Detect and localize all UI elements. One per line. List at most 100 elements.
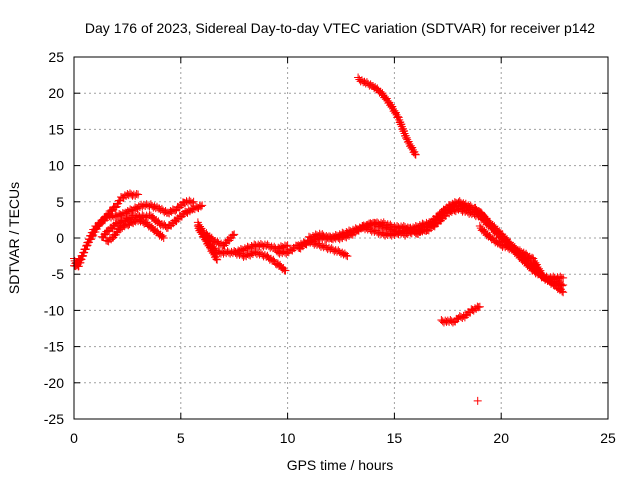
data-point xyxy=(134,190,143,199)
data-point xyxy=(480,212,489,221)
data-point xyxy=(281,266,290,275)
data-point xyxy=(276,260,285,269)
y-tick-label: -25 xyxy=(44,411,64,427)
x-tick-label: 25 xyxy=(600,430,616,446)
y-tick-label: 25 xyxy=(48,49,64,65)
data-point xyxy=(154,229,163,238)
data-point xyxy=(474,303,483,312)
series-arc-high xyxy=(354,73,420,159)
data-point xyxy=(103,227,112,236)
data-point xyxy=(196,202,205,211)
data-point xyxy=(475,209,484,218)
data-point xyxy=(342,251,351,260)
data-point xyxy=(374,86,383,95)
data-point xyxy=(411,150,420,159)
data-point xyxy=(559,273,568,282)
series-arc-early-upper xyxy=(70,196,198,271)
data-point xyxy=(473,396,482,405)
x-tick-label: 0 xyxy=(70,430,78,446)
data-point xyxy=(149,224,158,233)
data-point xyxy=(146,223,155,232)
data-point xyxy=(343,252,352,261)
data-point xyxy=(212,255,221,264)
data-point xyxy=(282,242,291,251)
data-point xyxy=(471,203,480,212)
chart-title: Day 176 of 2023, Sidereal Day-to-day VTE… xyxy=(85,20,595,36)
data-point xyxy=(275,261,284,270)
series-arc-dip-3 xyxy=(230,247,290,275)
y-tick-label: -10 xyxy=(44,302,64,318)
x-tick-label: 10 xyxy=(280,430,296,446)
data-point xyxy=(278,265,287,274)
data-point xyxy=(557,281,566,290)
series-outlier xyxy=(473,396,482,405)
series-arc-low-segment xyxy=(437,302,484,327)
data-point xyxy=(474,207,483,216)
data-point xyxy=(273,259,282,268)
axis-ticks: 0 5 10 15 20 25 -25 -20 -15 -10 -5 0 5 10 15 20 25 xyxy=(44,49,616,446)
data-point xyxy=(230,230,239,239)
y-tick-label: 0 xyxy=(56,230,64,246)
data-point xyxy=(402,133,411,142)
data-point xyxy=(147,222,156,231)
data-point xyxy=(152,216,161,225)
data-point xyxy=(107,207,116,216)
data-point xyxy=(472,205,481,214)
x-tick-label: 20 xyxy=(493,430,509,446)
y-tick-label: -20 xyxy=(44,375,64,391)
data-point xyxy=(158,231,167,240)
x-tick-label: 15 xyxy=(387,430,403,446)
data-point xyxy=(229,231,238,240)
data-point xyxy=(147,213,156,222)
data-point xyxy=(476,208,485,217)
series-arc-late-hump-3 xyxy=(428,197,489,227)
data-point xyxy=(145,221,154,230)
y-tick-label: -5 xyxy=(52,266,65,282)
data-point xyxy=(411,150,420,159)
data-point xyxy=(151,226,160,235)
data-points xyxy=(70,73,568,405)
y-tick-label: 10 xyxy=(48,158,64,174)
data-point xyxy=(555,286,564,295)
data-point xyxy=(203,231,212,240)
data-point xyxy=(143,220,152,229)
data-point xyxy=(132,189,141,198)
data-point xyxy=(146,211,155,220)
data-point xyxy=(475,302,484,311)
x-axis-title: GPS time / hours xyxy=(287,457,394,473)
data-point xyxy=(153,227,162,236)
data-point xyxy=(269,255,278,264)
data-point xyxy=(205,232,214,241)
data-point xyxy=(198,201,207,210)
data-point xyxy=(152,228,161,237)
data-point xyxy=(369,81,378,90)
y-tick-label: 15 xyxy=(48,121,64,137)
data-point xyxy=(88,232,97,241)
data-point xyxy=(156,230,165,239)
data-point xyxy=(202,229,211,238)
data-point xyxy=(150,214,159,223)
data-point xyxy=(277,262,286,271)
series-arc-low-1 xyxy=(97,201,207,242)
y-tick-label: 20 xyxy=(48,85,64,101)
x-tick-label: 5 xyxy=(177,430,185,446)
data-point xyxy=(372,85,381,94)
data-point xyxy=(477,210,486,219)
y-tick-label: 5 xyxy=(56,194,64,210)
data-point xyxy=(559,288,568,297)
series-arc-dip-steep xyxy=(193,221,222,264)
data-point xyxy=(107,235,116,244)
series-arc-dip-2 xyxy=(202,229,239,250)
data-point xyxy=(213,255,222,264)
y-axis-title: SDTVAR / TECUs xyxy=(6,182,22,294)
data-point xyxy=(207,233,216,242)
series-arc-late-tail xyxy=(475,221,568,284)
data-point xyxy=(159,234,168,242)
data-point xyxy=(149,212,158,221)
data-point xyxy=(157,232,166,241)
data-point xyxy=(75,256,84,265)
y-tick-label: -15 xyxy=(44,339,64,355)
data-point xyxy=(371,83,380,92)
data-point xyxy=(206,234,215,243)
